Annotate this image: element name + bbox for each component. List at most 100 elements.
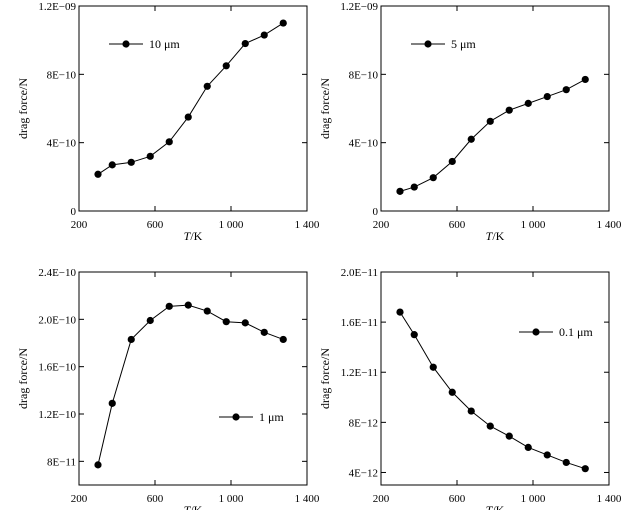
y-tick-label: 0 bbox=[71, 206, 77, 218]
x-tick-label: 200 bbox=[71, 219, 88, 231]
data-point bbox=[127, 335, 135, 344]
data-point bbox=[94, 461, 102, 469]
data-point bbox=[241, 319, 249, 327]
data-point bbox=[467, 135, 475, 143]
legend-label: 5 μm bbox=[451, 37, 476, 51]
y-tick-label: 4E−10 bbox=[47, 138, 77, 150]
data-point bbox=[581, 465, 589, 473]
data-point bbox=[165, 302, 173, 310]
data-point bbox=[279, 335, 287, 344]
y-tick-label: 4E−10 bbox=[349, 138, 379, 150]
data-point bbox=[94, 170, 102, 178]
data-point bbox=[146, 152, 154, 160]
data-point bbox=[108, 161, 116, 169]
data-point bbox=[486, 117, 494, 125]
panel-4: 200 600 1 000 1 400 4E−12 8E−12 1.2E−11 1.6E−11… bbox=[318, 267, 622, 510]
legend-label: 0.1 μm bbox=[559, 325, 593, 339]
legend-marker bbox=[532, 328, 540, 336]
legend-marker bbox=[424, 40, 432, 48]
x-tick-label: 200 bbox=[373, 219, 390, 231]
data-point bbox=[108, 399, 116, 407]
data-point bbox=[146, 316, 154, 325]
x-tick-label: 1 000 bbox=[521, 219, 546, 231]
y-tick-label: 2.0E−11 bbox=[341, 267, 378, 279]
x-tick-label: 1 000 bbox=[219, 493, 244, 505]
x-axis-title: T/K bbox=[486, 503, 505, 510]
data-point bbox=[524, 443, 532, 452]
x-axis-title: T/K bbox=[184, 229, 203, 243]
y-tick-label: 8E−11 bbox=[47, 456, 76, 468]
data-point bbox=[165, 138, 173, 146]
y-tick-label: 1.2E−10 bbox=[38, 409, 76, 421]
data-point bbox=[184, 113, 192, 121]
data-point bbox=[222, 62, 230, 70]
data-point bbox=[260, 31, 268, 39]
data-point bbox=[279, 19, 287, 27]
plot-frame bbox=[78, 5, 308, 212]
panel-3: 200 600 1 000 1 400 8E−11 1.2E−10 1.6E−10 2.0E−… bbox=[16, 267, 320, 510]
x-tick-label: 200 bbox=[71, 493, 88, 505]
y-axis-title: drag force/N bbox=[16, 78, 30, 139]
data-point bbox=[543, 92, 551, 101]
data-point bbox=[222, 318, 230, 326]
x-tick-label: 200 bbox=[373, 493, 390, 505]
x-tick-label: 1 400 bbox=[597, 219, 622, 231]
x-axis-title: T/K bbox=[184, 503, 203, 510]
y-tick-label: 0 bbox=[373, 206, 379, 218]
legend: 0.1 μm bbox=[519, 325, 593, 339]
y-tick-label: 1.6E−11 bbox=[341, 317, 378, 329]
y-tick-label: 8E−10 bbox=[349, 69, 379, 81]
x-tick-label: 600 bbox=[449, 219, 466, 231]
y-axis-title: drag force/N bbox=[318, 348, 332, 409]
data-point bbox=[410, 331, 418, 339]
x-tick-label: 600 bbox=[147, 493, 164, 505]
y-tick-label: 2.4E−10 bbox=[38, 267, 76, 279]
x-tick-label: 1 400 bbox=[295, 219, 320, 231]
series-line bbox=[399, 79, 586, 192]
y-tick-label: 1.6E−10 bbox=[38, 362, 76, 374]
legend-label: 10 μm bbox=[149, 37, 180, 51]
legend: 1 μm bbox=[219, 410, 284, 424]
y-tick-label: 8E−10 bbox=[47, 69, 77, 81]
x-tick-label: 600 bbox=[449, 493, 466, 505]
series-line bbox=[399, 311, 586, 470]
data-point bbox=[429, 363, 437, 371]
data-point bbox=[562, 458, 570, 467]
panel-2: 200 600 1 000 1 400 0 4E−10 8E−10 1.2E−09 T/K dra… bbox=[318, 1, 622, 243]
x-tick-label: 1 400 bbox=[597, 493, 622, 505]
x-tick-label: 1 400 bbox=[295, 493, 320, 505]
x-tick-label: 1 000 bbox=[521, 493, 546, 505]
x-tick-label: 1 000 bbox=[219, 219, 244, 231]
y-axis-title: drag force/N bbox=[318, 78, 332, 139]
plot-frame bbox=[380, 5, 610, 212]
legend: 10 μm bbox=[109, 37, 180, 51]
data-point bbox=[505, 106, 513, 114]
data-point bbox=[429, 174, 437, 182]
legend-label: 1 μm bbox=[259, 410, 284, 424]
data-point bbox=[396, 308, 404, 316]
data-point bbox=[581, 75, 589, 84]
data-point bbox=[203, 307, 211, 315]
panel-1: 200 600 1 000 1 400 0 4E−10 8E−10 1.2E−09 T/K dra… bbox=[16, 1, 320, 243]
data-point bbox=[467, 407, 475, 415]
plot-frame bbox=[78, 271, 308, 486]
data-point bbox=[486, 422, 494, 430]
y-tick-label: 1.2E−09 bbox=[38, 1, 76, 13]
data-point bbox=[543, 451, 551, 459]
data-point bbox=[203, 82, 211, 90]
data-point bbox=[448, 157, 456, 166]
x-tick-label: 600 bbox=[147, 219, 164, 231]
data-point bbox=[448, 388, 456, 396]
data-point bbox=[562, 86, 570, 94]
data-point bbox=[241, 39, 249, 48]
y-tick-label: 1.2E−11 bbox=[341, 367, 378, 379]
x-axis-title: T/K bbox=[486, 229, 505, 243]
legend-marker bbox=[232, 413, 240, 421]
data-point bbox=[524, 99, 532, 107]
data-point bbox=[396, 187, 404, 195]
y-tick-label: 1.2E−09 bbox=[340, 1, 378, 13]
plot-frame bbox=[380, 271, 610, 486]
legend-marker bbox=[122, 40, 130, 48]
series-line bbox=[97, 304, 284, 465]
